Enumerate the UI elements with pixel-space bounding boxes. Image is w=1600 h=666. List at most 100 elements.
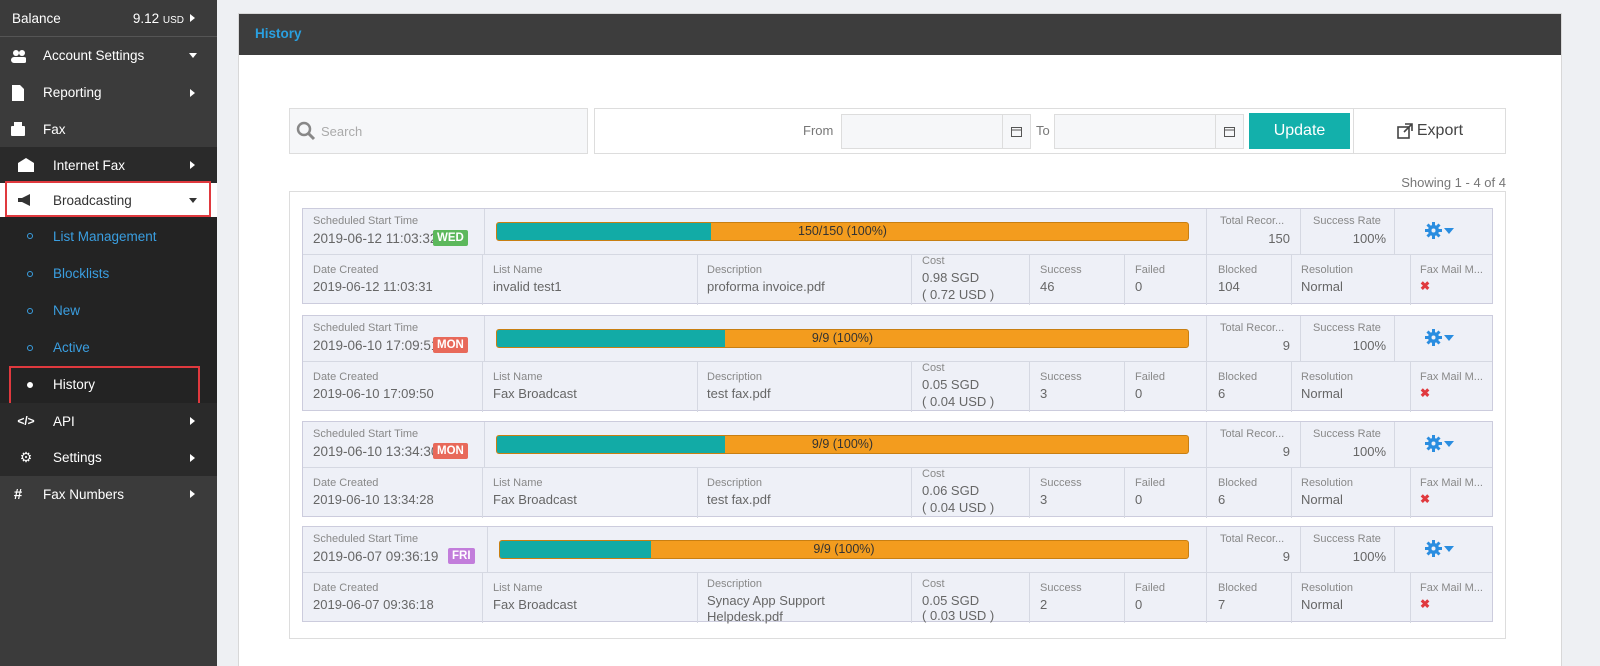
- blocked-count: 104: [1218, 279, 1240, 294]
- cost-usd: ( 0.03 USD ): [922, 608, 995, 623]
- history-record[interactable]: Scheduled Start Time 2019-06-10 17:09:51…: [302, 315, 1493, 412]
- cost-usd: ( 0.04 USD ): [922, 500, 995, 515]
- sidebar-item-internet-fax[interactable]: Internet Fax: [0, 147, 217, 183]
- pagination-summary: Showing 1 - 4 of 4: [1401, 175, 1506, 190]
- sidebar: Balance 9.12 USD Account Settings Report…: [0, 0, 217, 666]
- history-record[interactable]: Scheduled Start Time 2019-06-12 11:03:32…: [302, 208, 1493, 305]
- sidebar-item-list-management[interactable]: List Management: [0, 217, 217, 255]
- sidebar-item-label: Blocklists: [53, 266, 110, 281]
- success-rate: 100%: [1352, 549, 1386, 564]
- progress-text: 9/9 (100%): [813, 542, 875, 556]
- to-date-input[interactable]: [1054, 114, 1244, 149]
- bullet-icon: [27, 233, 33, 239]
- caret-down-icon: [1444, 440, 1454, 447]
- sidebar-item-blocklists[interactable]: Blocklists: [0, 255, 217, 292]
- resolution-label: Resolution: [1301, 477, 1353, 489]
- sidebar-item-fax[interactable]: Fax: [0, 111, 217, 147]
- success-count: 2: [1040, 597, 1048, 612]
- progress-success-fill: [497, 436, 726, 453]
- progress-bar: 150/150 (100%): [496, 222, 1189, 241]
- date-created: 2019-06-10 17:09:50: [313, 386, 434, 401]
- progress-bar: 9/9 (100%): [496, 329, 1189, 348]
- update-button[interactable]: Update: [1249, 113, 1350, 149]
- success-rate-label: Success Rate: [1313, 215, 1381, 227]
- to-label: To: [1036, 123, 1050, 138]
- export-button[interactable]: Export: [1353, 109, 1506, 153]
- total-records-label: Total Recor...: [1220, 533, 1285, 545]
- chevron-right-icon: [190, 161, 195, 169]
- scheduled-label: Scheduled Start Time: [313, 533, 419, 545]
- success-label: Success: [1040, 264, 1082, 276]
- sidebar-item-history[interactable]: History: [0, 366, 217, 403]
- date-filter-bar: From To Update Export: [594, 108, 1506, 154]
- scheduled-time: 2019-06-10 13:34:30: [313, 444, 439, 459]
- sidebar-item-active[interactable]: Active: [0, 329, 217, 366]
- success-rate-label: Success Rate: [1313, 322, 1381, 334]
- bullet-icon: [27, 307, 33, 314]
- chevron-down-icon: [189, 53, 197, 58]
- sidebar-item-account-settings[interactable]: Account Settings: [0, 37, 217, 74]
- scheduled-label: Scheduled Start Time: [313, 322, 419, 334]
- resolution-label: Resolution: [1301, 582, 1353, 594]
- fax-mail-label: Fax Mail M...: [1420, 371, 1483, 383]
- progress-success-fill: [500, 541, 652, 558]
- record-header: [303, 527, 1492, 573]
- date-created-label: Date Created: [313, 477, 379, 489]
- search-input[interactable]: Search: [289, 108, 588, 154]
- fax-mail-label: Fax Mail M...: [1420, 477, 1483, 489]
- sidebar-item-label: Settings: [53, 450, 102, 465]
- blocked-label: Blocked: [1218, 477, 1258, 489]
- balance-row[interactable]: Balance 9.12 USD: [0, 0, 217, 37]
- sidebar-item-settings[interactable]: ⚙ Settings: [0, 439, 217, 476]
- sidebar-item-reporting[interactable]: Reporting: [0, 74, 217, 111]
- cost-sgd: 0.06 SGD: [922, 483, 980, 498]
- close-icon: ✖: [1420, 386, 1431, 400]
- bullet-icon: [27, 344, 33, 351]
- caret-down-icon: [1444, 545, 1454, 552]
- sidebar-item-label: Broadcasting: [53, 192, 132, 208]
- code-icon: </>: [17, 414, 35, 428]
- total-records-label: Total Recor...: [1220, 322, 1285, 334]
- total-records-label: Total Recor...: [1220, 428, 1285, 440]
- sidebar-item-fax-numbers[interactable]: # Fax Numbers: [0, 476, 217, 512]
- resolution: Normal: [1301, 597, 1343, 612]
- sidebar-item-label: API: [53, 413, 75, 429]
- date-created-label: Date Created: [313, 264, 379, 276]
- progress-text: 9/9 (100%): [811, 331, 874, 345]
- day-badge: FRI: [448, 548, 475, 564]
- chevron-down-icon: [189, 197, 197, 203]
- total-records: 9: [1282, 549, 1290, 564]
- description-label: Description: [707, 371, 763, 383]
- description: proforma invoice.pdf: [707, 279, 825, 294]
- blocked-count: 6: [1218, 492, 1226, 507]
- calendar-icon[interactable]: [1215, 115, 1243, 148]
- actions-menu[interactable]: [1425, 329, 1454, 346]
- record-header: [303, 316, 1492, 362]
- failed-count: 0: [1135, 279, 1143, 294]
- gear-icon: [1425, 435, 1442, 452]
- calendar-icon[interactable]: [1002, 115, 1030, 148]
- from-date-input[interactable]: [841, 114, 1031, 149]
- gear-icon: [1425, 222, 1442, 239]
- list-name: Fax Broadcast: [493, 386, 577, 401]
- cost-usd: ( 0.04 USD ): [922, 394, 995, 409]
- sidebar-item-label: History: [53, 377, 96, 392]
- list-name-label: List Name: [493, 582, 543, 594]
- sidebar-item-new[interactable]: New: [0, 292, 217, 329]
- scheduled-label: Scheduled Start Time: [313, 428, 419, 440]
- list-name: Fax Broadcast: [493, 597, 577, 612]
- success-rate: 100%: [1352, 338, 1386, 353]
- envelope-open-icon: [18, 157, 34, 173]
- blocked-count: 7: [1218, 597, 1226, 612]
- actions-menu[interactable]: [1425, 540, 1454, 557]
- history-record[interactable]: Scheduled Start Time 2019-06-10 13:34:30…: [302, 421, 1493, 518]
- sidebar-item-api[interactable]: </> API: [0, 403, 217, 439]
- progress-text: 9/9 (100%): [811, 437, 874, 451]
- failed-label: Failed: [1135, 264, 1165, 276]
- record-header: [303, 209, 1492, 255]
- cost-label: Cost: [922, 578, 945, 590]
- sidebar-item-broadcasting[interactable]: Broadcasting: [0, 183, 217, 217]
- actions-menu[interactable]: [1425, 222, 1454, 239]
- actions-menu[interactable]: [1425, 435, 1454, 452]
- history-record[interactable]: Scheduled Start Time 2019-06-07 09:36:19…: [302, 526, 1493, 624]
